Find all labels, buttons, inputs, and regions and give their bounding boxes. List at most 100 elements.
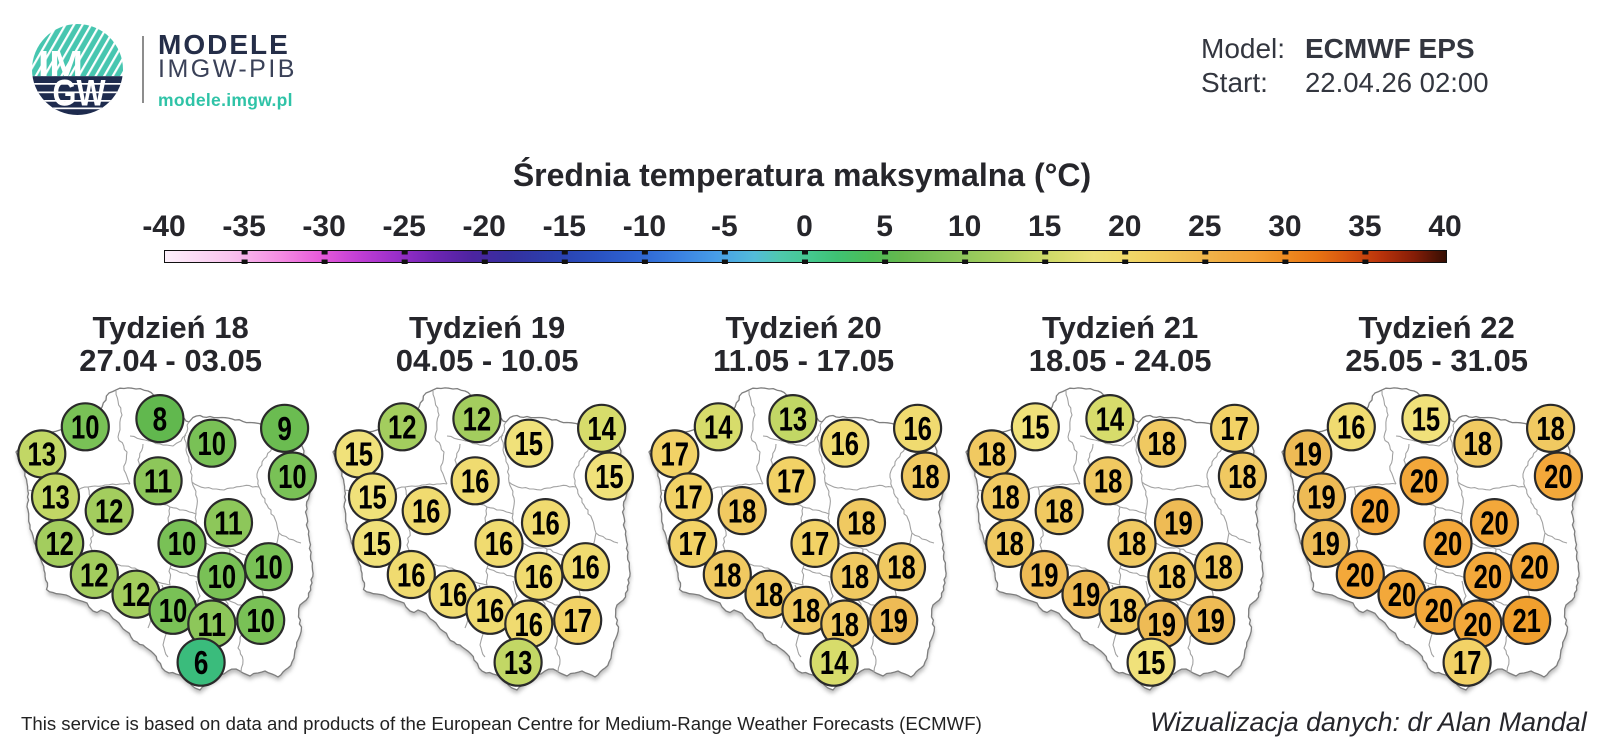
svg-text:18: 18 bbox=[1464, 425, 1493, 462]
svg-text:15: 15 bbox=[1021, 409, 1050, 446]
svg-text:18: 18 bbox=[792, 592, 821, 629]
svg-text:16: 16 bbox=[411, 492, 440, 529]
svg-text:16: 16 bbox=[438, 576, 467, 613]
svg-text:15: 15 bbox=[595, 458, 624, 495]
svg-text:16: 16 bbox=[831, 425, 860, 462]
svg-text:18: 18 bbox=[1108, 592, 1137, 629]
svg-text:15: 15 bbox=[1136, 644, 1165, 681]
svg-text:12: 12 bbox=[388, 409, 417, 446]
svg-text:18: 18 bbox=[841, 558, 870, 595]
svg-text:19: 19 bbox=[1294, 436, 1323, 473]
svg-text:10: 10 bbox=[254, 549, 283, 586]
svg-text:12: 12 bbox=[122, 576, 151, 613]
svg-text:11: 11 bbox=[144, 463, 173, 500]
svg-text:16: 16 bbox=[484, 525, 513, 562]
svg-text:17: 17 bbox=[678, 525, 707, 562]
svg-text:10: 10 bbox=[278, 458, 307, 495]
svg-text:10: 10 bbox=[198, 425, 227, 462]
svg-text:13: 13 bbox=[28, 436, 57, 473]
svg-text:16: 16 bbox=[475, 592, 504, 629]
svg-text:19: 19 bbox=[1164, 504, 1193, 541]
svg-text:GW: GW bbox=[53, 73, 106, 114]
svg-text:18: 18 bbox=[1204, 549, 1233, 586]
svg-text:14: 14 bbox=[820, 644, 849, 681]
svg-text:8: 8 bbox=[153, 400, 168, 437]
svg-text:20: 20 bbox=[1474, 558, 1503, 595]
svg-text:10: 10 bbox=[246, 602, 275, 639]
svg-text:18: 18 bbox=[991, 479, 1020, 516]
svg-text:18: 18 bbox=[911, 458, 940, 495]
svg-text:15: 15 bbox=[358, 479, 387, 516]
svg-text:18: 18 bbox=[1536, 410, 1565, 447]
svg-text:20: 20 bbox=[1346, 556, 1375, 593]
svg-text:18: 18 bbox=[713, 556, 742, 593]
svg-text:18: 18 bbox=[977, 436, 1006, 473]
svg-text:18: 18 bbox=[728, 492, 757, 529]
svg-text:6: 6 bbox=[194, 644, 209, 681]
svg-text:14: 14 bbox=[587, 410, 616, 447]
svg-text:9: 9 bbox=[277, 410, 292, 447]
svg-text:18: 18 bbox=[847, 504, 876, 541]
svg-text:20: 20 bbox=[1388, 576, 1417, 613]
svg-text:13: 13 bbox=[779, 400, 808, 437]
svg-text:17: 17 bbox=[777, 463, 806, 500]
svg-text:10: 10 bbox=[168, 525, 197, 562]
svg-text:20: 20 bbox=[1434, 525, 1463, 562]
svg-text:18: 18 bbox=[1093, 463, 1122, 500]
svg-text:13: 13 bbox=[41, 479, 70, 516]
svg-text:20: 20 bbox=[1544, 458, 1573, 495]
svg-text:18: 18 bbox=[1147, 425, 1176, 462]
svg-text:17: 17 bbox=[1220, 410, 1249, 447]
svg-text:16: 16 bbox=[571, 549, 600, 586]
svg-text:20: 20 bbox=[1410, 463, 1439, 500]
svg-text:19: 19 bbox=[1196, 602, 1225, 639]
svg-text:15: 15 bbox=[514, 425, 543, 462]
svg-text:11: 11 bbox=[214, 504, 243, 541]
svg-text:18: 18 bbox=[1044, 492, 1073, 529]
svg-text:19: 19 bbox=[1311, 525, 1340, 562]
svg-text:10: 10 bbox=[71, 409, 100, 446]
svg-text:12: 12 bbox=[95, 492, 124, 529]
svg-text:18: 18 bbox=[831, 606, 860, 643]
svg-text:14: 14 bbox=[1095, 400, 1124, 437]
svg-text:10: 10 bbox=[159, 592, 188, 629]
svg-text:20: 20 bbox=[1480, 504, 1509, 541]
svg-text:16: 16 bbox=[460, 463, 489, 500]
svg-text:10: 10 bbox=[208, 558, 237, 595]
svg-text:12: 12 bbox=[462, 400, 491, 437]
svg-text:21: 21 bbox=[1512, 602, 1541, 639]
svg-text:17: 17 bbox=[801, 525, 830, 562]
svg-text:17: 17 bbox=[1453, 644, 1482, 681]
svg-text:19: 19 bbox=[1071, 576, 1100, 613]
svg-text:20: 20 bbox=[1425, 592, 1454, 629]
svg-text:18: 18 bbox=[755, 576, 784, 613]
svg-text:11: 11 bbox=[198, 606, 227, 643]
svg-text:19: 19 bbox=[1307, 479, 1336, 516]
svg-text:15: 15 bbox=[1412, 400, 1441, 437]
svg-text:20: 20 bbox=[1361, 492, 1390, 529]
svg-text:18: 18 bbox=[1117, 525, 1146, 562]
svg-text:16: 16 bbox=[524, 558, 553, 595]
svg-text:19: 19 bbox=[1147, 606, 1176, 643]
svg-text:15: 15 bbox=[362, 525, 391, 562]
svg-text:17: 17 bbox=[674, 479, 703, 516]
svg-text:18: 18 bbox=[995, 525, 1024, 562]
svg-text:16: 16 bbox=[514, 606, 543, 643]
svg-text:16: 16 bbox=[397, 556, 426, 593]
svg-text:18: 18 bbox=[1228, 458, 1257, 495]
svg-text:IM: IM bbox=[38, 43, 83, 84]
svg-text:19: 19 bbox=[879, 602, 908, 639]
svg-text:12: 12 bbox=[45, 525, 74, 562]
svg-text:20: 20 bbox=[1464, 606, 1493, 643]
svg-text:12: 12 bbox=[80, 556, 109, 593]
svg-text:13: 13 bbox=[503, 644, 531, 681]
svg-text:17: 17 bbox=[661, 436, 690, 473]
svg-text:16: 16 bbox=[531, 504, 560, 541]
svg-text:18: 18 bbox=[1157, 558, 1186, 595]
svg-text:14: 14 bbox=[704, 409, 733, 446]
svg-text:16: 16 bbox=[903, 410, 932, 447]
svg-text:19: 19 bbox=[1030, 556, 1059, 593]
svg-text:16: 16 bbox=[1337, 409, 1366, 446]
svg-text:17: 17 bbox=[563, 602, 592, 639]
svg-text:15: 15 bbox=[344, 436, 373, 473]
